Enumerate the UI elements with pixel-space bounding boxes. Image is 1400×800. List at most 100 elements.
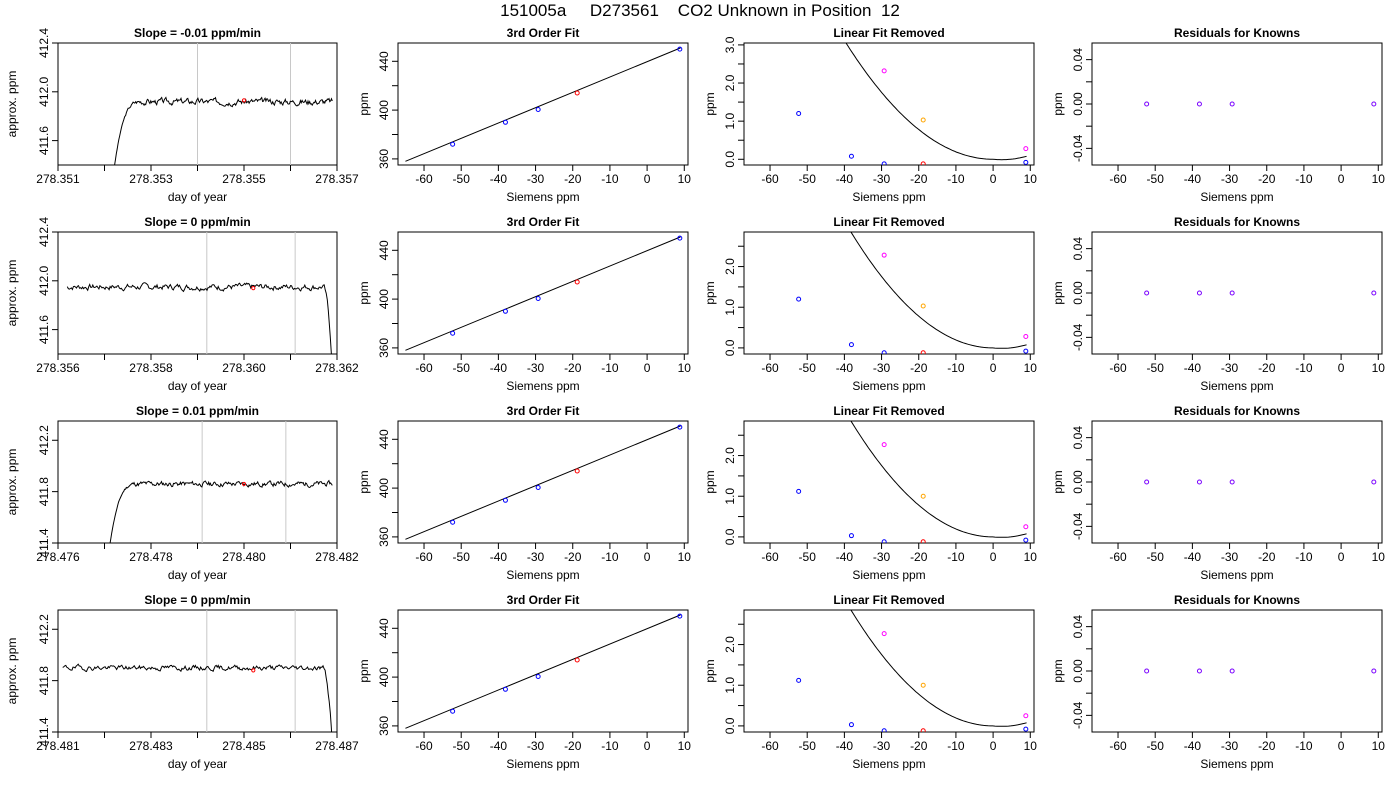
x-tick-label: -40 (836, 739, 854, 753)
y-axis-label: ppm (357, 92, 371, 115)
x-tick-label: -40 (836, 172, 854, 186)
data-point (848, 153, 854, 159)
x-tick-label: 278.353 (129, 172, 173, 186)
y-tick-label: 440 (377, 240, 391, 260)
y-tick-label: -0.04 (1071, 701, 1085, 729)
x-tick-label: 10 (1024, 172, 1038, 186)
data-point (1196, 101, 1202, 107)
plot-frame (743, 231, 1035, 355)
data-point (450, 141, 456, 147)
data-point (535, 106, 541, 112)
data-point (881, 161, 887, 165)
chart-title: Slope = 0 ppm/min (144, 593, 250, 607)
x-tick-label: -60 (1109, 550, 1127, 564)
chart-panel: Residuals for Knowns -60 -50 -40 -30 -20 -10 0 1… (1051, 593, 1385, 771)
y-tick-label: 411.8 (37, 666, 51, 695)
x-tick-label: -20 (564, 172, 582, 186)
chart-panel: Linear Fit Removed -60 -50 -40 -30 -20 -10 0 10 0… (703, 404, 1037, 582)
chart-title: Residuals for Knowns (1174, 404, 1300, 418)
y-axis-label: ppm (703, 92, 717, 115)
y-axis-label: ppm (703, 281, 717, 304)
trace-line (62, 663, 333, 732)
data-point (450, 330, 456, 336)
x-tick-label: 0 (990, 739, 997, 753)
x-tick-label: 0 (990, 361, 997, 375)
data-point (574, 279, 580, 285)
x-tick-label: 278.485 (222, 739, 266, 753)
x-tick-label: 278.356 (36, 361, 80, 375)
y-axis-label: ppm (1051, 92, 1065, 115)
x-tick-label: -40 (490, 739, 508, 753)
x-tick-label: -40 (490, 172, 508, 186)
x-tick-label: -40 (490, 361, 508, 375)
y-axis-label: ppm (1051, 470, 1065, 493)
y-axis-label: ppm (703, 470, 717, 493)
y-tick-label: 440 (377, 429, 391, 449)
x-tick-label: 278.478 (129, 550, 173, 564)
plot-body (796, 421, 1029, 543)
fit-line (405, 614, 681, 729)
chart-panel: Linear Fit Removed -60 -50 -40 -30 -20 -10 0 10 0… (703, 593, 1037, 771)
y-tick-label: 360 (377, 149, 391, 169)
x-tick-label: -60 (415, 361, 433, 375)
chart-title: 3rd Order Fit (507, 593, 580, 607)
chart-panel: 3rd Order Fit -60 -50 -40 -30 -20 -10 0 10 360 400… (357, 26, 691, 204)
chart-title: Residuals for Knowns (1174, 26, 1300, 40)
x-tick-label: 0 (1338, 739, 1345, 753)
x-tick-label: -10 (1295, 550, 1313, 564)
data-point (920, 117, 926, 123)
x-tick-label: 0 (1338, 361, 1345, 375)
chart-title: Slope = 0.01 ppm/min (136, 404, 259, 418)
data-point (848, 342, 854, 348)
x-tick-label: 0 (990, 550, 997, 564)
data-point (502, 686, 508, 692)
data-point (1371, 101, 1377, 107)
data-point (1023, 348, 1029, 354)
chart-panel: Residuals for Knowns -60 -50 -40 -30 -20 -10 0 1… (1051, 215, 1385, 393)
plot-body (796, 232, 1029, 354)
y-tick-label: 0.04 (1071, 237, 1085, 261)
data-point (881, 728, 887, 732)
x-tick-label: -50 (1147, 550, 1165, 564)
plot-frame (1091, 231, 1383, 355)
x-axis-label: Siemens ppm (1200, 757, 1273, 771)
x-tick-label: -40 (1184, 550, 1202, 564)
x-tick-label: 0 (1338, 172, 1345, 186)
x-axis-label: Siemens ppm (506, 379, 579, 393)
data-point (796, 488, 802, 494)
data-point (920, 350, 926, 354)
x-tick-label: 278.482 (315, 550, 359, 564)
x-tick-label: -60 (761, 739, 779, 753)
plot-body (1144, 668, 1377, 674)
trace-line (66, 282, 332, 354)
x-tick-label: -40 (1184, 172, 1202, 186)
plot-frame (743, 42, 1035, 166)
x-tick-label: 278.483 (129, 739, 173, 753)
x-tick-label: -60 (415, 739, 433, 753)
x-tick-label: -60 (761, 172, 779, 186)
x-tick-label: 0 (644, 361, 651, 375)
x-tick-label: -60 (1109, 361, 1127, 375)
data-point (1196, 290, 1202, 296)
chart-panel: Residuals for Knowns -60 -50 -40 -30 -20 -10 0 1… (1051, 26, 1385, 204)
data-point (1371, 668, 1377, 674)
x-axis-label: day of year (168, 757, 227, 771)
x-tick-label: -30 (1221, 739, 1239, 753)
data-point (677, 46, 683, 52)
y-tick-label: 0.00 (1071, 281, 1085, 305)
x-tick-label: -20 (1258, 550, 1276, 564)
data-point (574, 90, 580, 96)
data-point (920, 682, 926, 688)
data-point (1144, 101, 1150, 107)
x-tick-label: -30 (1221, 550, 1239, 564)
chart-panel: Linear Fit Removed -60 -50 -40 -30 -20 -10 0 10 0… (703, 26, 1038, 204)
x-tick-label: -20 (1258, 172, 1276, 186)
y-tick-label: 0.04 (1071, 426, 1085, 450)
y-tick-label: -0.04 (1071, 512, 1085, 540)
x-tick-label: 10 (1372, 172, 1386, 186)
x-tick-label: -10 (1295, 739, 1313, 753)
data-point (920, 539, 926, 543)
data-point (881, 539, 887, 543)
plot-body (405, 46, 683, 162)
